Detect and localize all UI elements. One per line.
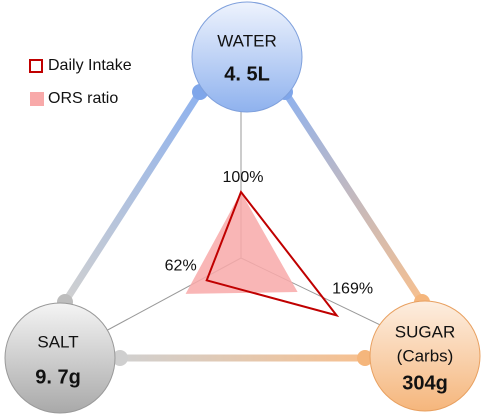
legend-label: Daily Intake bbox=[48, 57, 132, 74]
legend-label: ORS ratio bbox=[48, 90, 118, 107]
node-amount: 4. 5L bbox=[224, 63, 270, 85]
value-label: 62% bbox=[165, 258, 197, 275]
node-circle bbox=[191, 1, 303, 113]
connector-dot bbox=[112, 350, 128, 366]
legend: Daily Intake ORS ratio bbox=[29, 57, 132, 107]
node-note: (Carbs) bbox=[397, 346, 454, 365]
node-amount: 9. 7g bbox=[35, 366, 81, 388]
connector bbox=[281, 88, 426, 306]
radar-outline bbox=[205, 189, 340, 318]
connector-dot bbox=[357, 350, 373, 366]
node-name: SALT bbox=[37, 332, 78, 351]
value-label: 169% bbox=[332, 281, 373, 298]
node-circle bbox=[4, 302, 116, 414]
legend-swatch bbox=[29, 59, 43, 73]
node-name: WATER bbox=[217, 31, 277, 50]
node-circle bbox=[369, 300, 481, 412]
nodes: WATER 4. 5L SALT 9. 7g SUGAR (Carbs) 304… bbox=[4, 1, 481, 414]
value-label: 100% bbox=[223, 169, 264, 186]
legend-swatch bbox=[30, 92, 44, 106]
node-amount: 304g bbox=[402, 372, 448, 394]
node-name: SUGAR bbox=[395, 322, 455, 341]
plot: 100% 62% 169% bbox=[64, 110, 423, 354]
connector bbox=[61, 88, 204, 306]
radar-area bbox=[185, 192, 298, 294]
